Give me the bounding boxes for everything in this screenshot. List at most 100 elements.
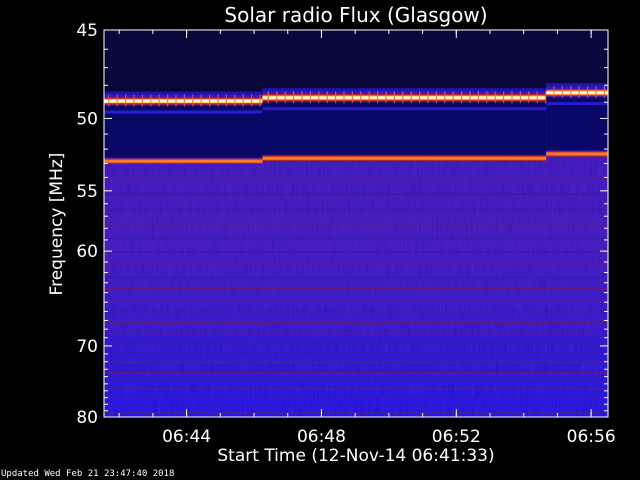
rfi-spike — [545, 91, 547, 104]
rfi-spike — [167, 94, 169, 107]
rfi-spike — [587, 86, 589, 99]
y-tick-label: 50 — [76, 109, 98, 129]
secondary-band-core — [546, 152, 608, 156]
rfi-spike — [452, 91, 454, 104]
rfi-spike — [175, 94, 177, 107]
rfi-spike — [183, 94, 185, 107]
spectral-stripe — [104, 352, 608, 354]
bright-band-peak — [262, 96, 547, 99]
rfi-spike — [511, 91, 513, 104]
secondary-band-core — [262, 156, 547, 160]
rfi-spike — [141, 94, 143, 107]
x-axis-label: Start Time (12-Nov-14 06:41:33) — [217, 446, 494, 466]
spectral-stripe — [104, 264, 608, 266]
spectral-stripe — [104, 379, 608, 382]
spectral-stripe — [104, 342, 608, 345]
rfi-spike — [528, 91, 530, 104]
y-tick-label: 80 — [76, 408, 98, 428]
spectral-stripe — [104, 411, 608, 414]
chart-title: Solar radio Flux (Glasgow) — [224, 3, 487, 27]
spectral-stripe-warm — [104, 372, 608, 375]
rfi-spike — [251, 94, 253, 107]
rfi-spike — [276, 91, 278, 104]
spectral-stripe — [104, 177, 608, 179]
rfi-spike — [486, 91, 488, 104]
y-tick-label: 45 — [76, 21, 98, 41]
spectral-stripe-warm — [104, 287, 608, 290]
rfi-spike — [368, 91, 370, 104]
rfi-spike — [335, 91, 337, 104]
band-gap-stripe — [546, 102, 608, 106]
rfi-spike — [603, 86, 605, 99]
rfi-spike — [553, 86, 555, 99]
spectral-stripe — [104, 208, 608, 211]
rfi-spike — [435, 91, 437, 104]
spectral-stripe — [104, 300, 608, 302]
rfi-spike — [343, 91, 345, 104]
band-stripe — [546, 83, 608, 87]
x-tick-label: 06:44 — [162, 427, 211, 447]
rfi-spike — [377, 91, 379, 104]
spectral-stripe — [104, 251, 608, 253]
spectral-stripe — [104, 361, 608, 364]
bright-band-peak — [546, 91, 608, 94]
x-tick-label: 06:48 — [297, 427, 346, 447]
rfi-spike — [536, 91, 538, 104]
spectral-stripe-warm — [104, 322, 608, 325]
rfi-spike — [108, 94, 110, 107]
rfi-spike — [595, 86, 597, 99]
spectral-stripe — [104, 370, 608, 373]
bright-band-peak — [104, 100, 263, 103]
rfi-spike — [150, 94, 152, 107]
rfi-spike — [494, 91, 496, 104]
rfi-spike — [309, 91, 311, 104]
rfi-spike — [561, 86, 563, 99]
rfi-spike — [469, 91, 471, 104]
spectral-stripe — [104, 311, 608, 313]
band-gap-region — [262, 102, 547, 155]
y-tick-label: 70 — [76, 337, 98, 357]
rfi-spike — [477, 91, 479, 104]
rfi-spike — [116, 94, 118, 107]
rfi-spike — [444, 91, 446, 104]
band-gap-stripe — [104, 110, 263, 114]
rfi-spike — [360, 91, 362, 104]
heatmap-image — [104, 30, 608, 417]
axis-ticks: 06:44 06:48 06:52 06:56 45 50 55 60 70 80 — [76, 21, 615, 447]
spectral-stripe — [104, 223, 608, 225]
y-tick-label: 60 — [76, 242, 98, 262]
rfi-spike — [259, 94, 261, 107]
rfi-spike — [393, 91, 395, 104]
spectral-stripe — [104, 237, 608, 240]
rfi-spike — [385, 91, 387, 104]
rfi-spike — [125, 94, 127, 107]
band-gap-region — [104, 105, 263, 158]
secondary-band-core — [104, 159, 263, 163]
rfi-spike — [402, 91, 404, 104]
rfi-spike — [461, 91, 463, 104]
x-tick-label: 06:52 — [432, 427, 481, 447]
spectral-stripe — [104, 193, 608, 195]
spectral-stripe — [104, 404, 608, 406]
rfi-spike — [284, 91, 286, 104]
rfi-spike — [410, 91, 412, 104]
rfi-spike — [503, 91, 505, 104]
band-stripe — [104, 91, 263, 95]
rfi-spike — [578, 86, 580, 99]
rfi-spike — [318, 91, 320, 104]
rfi-spike — [225, 94, 227, 107]
rfi-spike — [200, 94, 202, 107]
y-axis-label: Frequency [MHz] — [47, 153, 67, 296]
rfi-spike — [267, 91, 269, 104]
y-tick-label: 55 — [76, 182, 98, 202]
rfi-spike — [351, 91, 353, 104]
band-dark-region — [546, 30, 608, 85]
rfi-spike — [301, 91, 303, 104]
rfi-spike — [242, 94, 244, 107]
band-gap-stripe — [262, 107, 547, 111]
band-stripe — [262, 88, 547, 92]
spectral-stripe — [104, 332, 608, 335]
band-gap-region — [546, 97, 608, 151]
rfi-spike — [419, 91, 421, 104]
